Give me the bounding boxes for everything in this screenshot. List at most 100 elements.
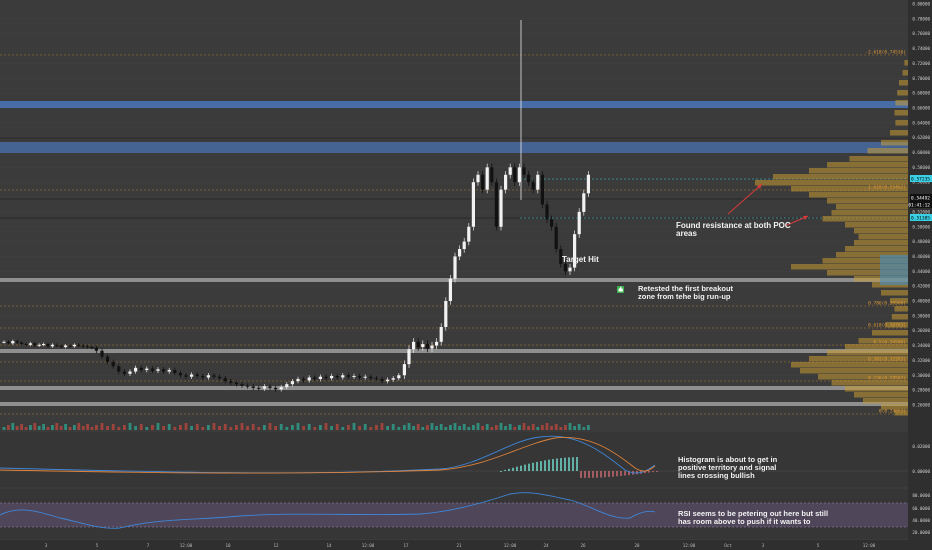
macd-histogram-bar — [644, 471, 646, 474]
volume-bar — [179, 425, 182, 430]
volume-bar — [499, 423, 503, 430]
candle-up — [448, 278, 452, 301]
volume-bar — [490, 427, 494, 430]
macd-tick: 0.00000 — [912, 469, 930, 474]
volume-bar — [568, 423, 572, 430]
time-tick-label: 10 — [225, 543, 231, 548]
price-tick-label: 0.28000 — [912, 388, 930, 393]
candle-up — [435, 341, 439, 346]
candle-down — [559, 249, 563, 264]
candle-up — [290, 381, 294, 385]
arrow-head — [803, 216, 808, 220]
candle-up — [28, 343, 32, 345]
price-tick-label: 0.58000 — [912, 165, 930, 170]
fib-0236-label: 0.236(0.29587) — [868, 376, 906, 382]
candle-up — [134, 367, 138, 372]
volume-bar — [100, 423, 104, 430]
volume-profile-bar — [894, 410, 908, 416]
support-band-1 — [0, 278, 908, 282]
candle-down — [268, 386, 272, 388]
candle-down — [246, 385, 250, 387]
candle-up — [444, 301, 448, 327]
fib-0382-label: 0.382(0.32283) — [868, 357, 906, 363]
price-tick-label: 0.74000 — [912, 46, 930, 51]
candle-up — [573, 234, 577, 268]
volume-bar — [541, 425, 544, 430]
price-tick-label: 0.32000 — [912, 358, 930, 363]
candle-down — [81, 345, 85, 347]
annotation-histogram: Histogram is about to get in positive te… — [678, 455, 778, 480]
rsi-tick: 40.0000 — [912, 518, 930, 523]
candle-up — [279, 387, 283, 390]
current-price-tag — [910, 194, 932, 201]
volume-bar — [324, 423, 328, 430]
candle-up — [285, 384, 289, 388]
candle-down — [59, 345, 63, 348]
fib-0618-label: 0.618(0.36763) — [868, 323, 906, 329]
candle-up — [536, 174, 540, 190]
annotation-retest: Retested the first breakout zone from te… — [638, 284, 734, 301]
candle-down — [324, 376, 328, 379]
candle-up — [64, 345, 68, 348]
candle-down — [380, 378, 384, 382]
volume-bar — [246, 426, 249, 430]
volume-bar — [33, 423, 37, 430]
volume-profile-bar — [897, 90, 908, 96]
candle-up — [402, 364, 406, 376]
volume-bar — [559, 427, 563, 430]
price-tick-label: 0.56000 — [912, 180, 930, 185]
candle-down — [251, 386, 255, 388]
volume-profile-bar — [827, 162, 908, 168]
volume-bar — [577, 424, 581, 430]
macd-histogram-bar — [556, 458, 558, 471]
volume-bar — [582, 427, 586, 430]
price-tick-label: 0.48000 — [912, 239, 930, 244]
candle-up — [407, 349, 411, 365]
volume-profile-bar — [791, 362, 908, 368]
price-tick-label: 0.52000 — [912, 209, 930, 214]
time-tick-label: 12:00 — [863, 543, 876, 548]
candle-down — [195, 374, 199, 376]
candle-down — [358, 375, 362, 378]
volume-bar — [421, 427, 425, 430]
volume-bar — [223, 424, 227, 430]
candle-down — [184, 375, 188, 377]
price-tick-label: 0.78000 — [912, 16, 930, 21]
volume-profile-bar — [845, 246, 908, 252]
macd-histogram-bar — [600, 471, 602, 478]
candle-down — [234, 382, 238, 385]
volume-profile-bar — [894, 110, 908, 116]
countdown-label: 01:41:12 — [908, 203, 930, 209]
arrow-head — [757, 184, 762, 189]
volume-bar — [319, 425, 322, 430]
macd-histogram-bar — [568, 457, 570, 471]
thumbs-up-icon — [617, 286, 624, 293]
candle-up — [508, 167, 512, 175]
volume-profile-bar — [845, 386, 908, 392]
time-tick-label: 3 — [762, 543, 765, 548]
candle-up — [318, 376, 322, 379]
volume-bar — [86, 424, 89, 430]
volume-bar — [207, 425, 210, 430]
candle-up — [307, 377, 311, 381]
volume-profile-bar — [755, 180, 908, 186]
price-axis-panel — [908, 0, 932, 540]
candle-down — [335, 375, 339, 378]
support-band-3 — [0, 386, 908, 390]
candle-down — [540, 174, 544, 205]
volume-bar — [403, 425, 406, 430]
candle-up — [462, 241, 466, 250]
volume-bar — [64, 424, 67, 430]
candle-up — [499, 189, 503, 227]
volume-bar — [95, 425, 98, 430]
volume-bar — [46, 427, 50, 430]
candle-down — [494, 182, 498, 227]
volume-bar — [68, 427, 72, 430]
volume-bar — [358, 426, 361, 430]
candle-down — [55, 344, 59, 346]
macd-histogram-bar — [516, 466, 518, 471]
volume-bar — [458, 426, 461, 430]
volume-bar — [15, 426, 19, 430]
volume-bar — [81, 426, 85, 430]
